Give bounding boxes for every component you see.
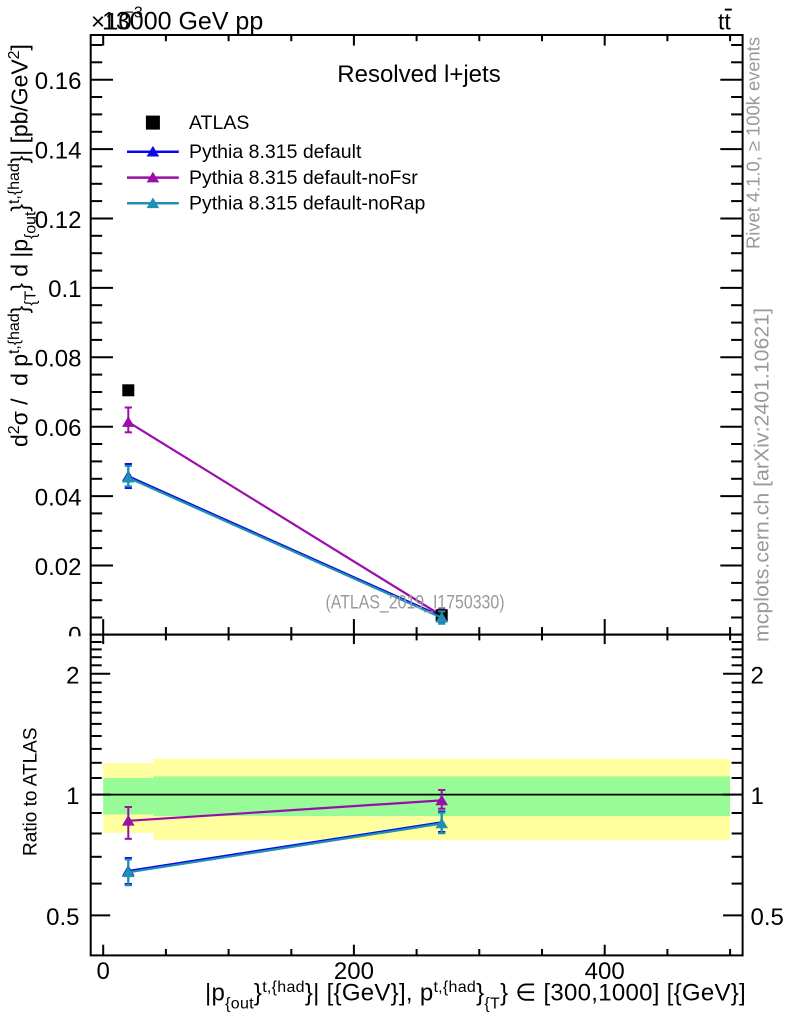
svg-text:0.1: 0.1 xyxy=(48,276,81,303)
svg-text:0.08: 0.08 xyxy=(35,346,82,373)
svg-text:2: 2 xyxy=(66,662,79,689)
svg-text:0.04: 0.04 xyxy=(35,484,82,511)
svg-text:1: 1 xyxy=(66,783,79,810)
svg-text:0.16: 0.16 xyxy=(35,68,82,95)
svg-text:−3: −3 xyxy=(125,5,143,22)
svg-text:0.12: 0.12 xyxy=(35,207,82,234)
svg-text:Pythia 8.315 default-noRap: Pythia 8.315 default-noRap xyxy=(189,193,425,215)
svg-text:1: 1 xyxy=(751,783,764,810)
svg-text:(ATLAS_2019_I1750330): (ATLAS_2019_I1750330) xyxy=(326,592,505,613)
svg-text:0.5: 0.5 xyxy=(751,904,784,931)
svg-text:Ratio to ATLAS: Ratio to ATLAS xyxy=(21,728,42,857)
svg-text:Pythia 8.315 default: Pythia 8.315 default xyxy=(189,141,362,163)
svg-text:tt: tt xyxy=(718,9,731,35)
svg-text:ATLAS: ATLAS xyxy=(189,112,249,134)
svg-text:Pythia 8.315 default-noFsr: Pythia 8.315 default-noFsr xyxy=(189,167,418,189)
svg-text:0.5: 0.5 xyxy=(46,904,79,931)
svg-text:200: 200 xyxy=(334,958,374,985)
svg-text:0.14: 0.14 xyxy=(35,137,82,164)
svg-text:0.02: 0.02 xyxy=(35,554,82,581)
svg-text:13000 GeV pp: 13000 GeV pp xyxy=(102,7,263,35)
svg-text:×10: ×10 xyxy=(91,9,132,36)
svg-text:2: 2 xyxy=(751,662,764,689)
svg-text:0: 0 xyxy=(97,958,110,985)
svg-text:400: 400 xyxy=(585,958,625,985)
svg-text:mcplots.cern.ch [arXiv:2401.10: mcplots.cern.ch [arXiv:2401.10621] xyxy=(752,308,774,642)
svg-text:Resolved l+jets: Resolved l+jets xyxy=(337,61,500,88)
svg-text:0.06: 0.06 xyxy=(35,415,82,442)
svg-text:0: 0 xyxy=(68,623,81,650)
svg-text:Rivet 4.1.0, ≥ 100k events: Rivet 4.1.0, ≥ 100k events xyxy=(744,37,764,249)
